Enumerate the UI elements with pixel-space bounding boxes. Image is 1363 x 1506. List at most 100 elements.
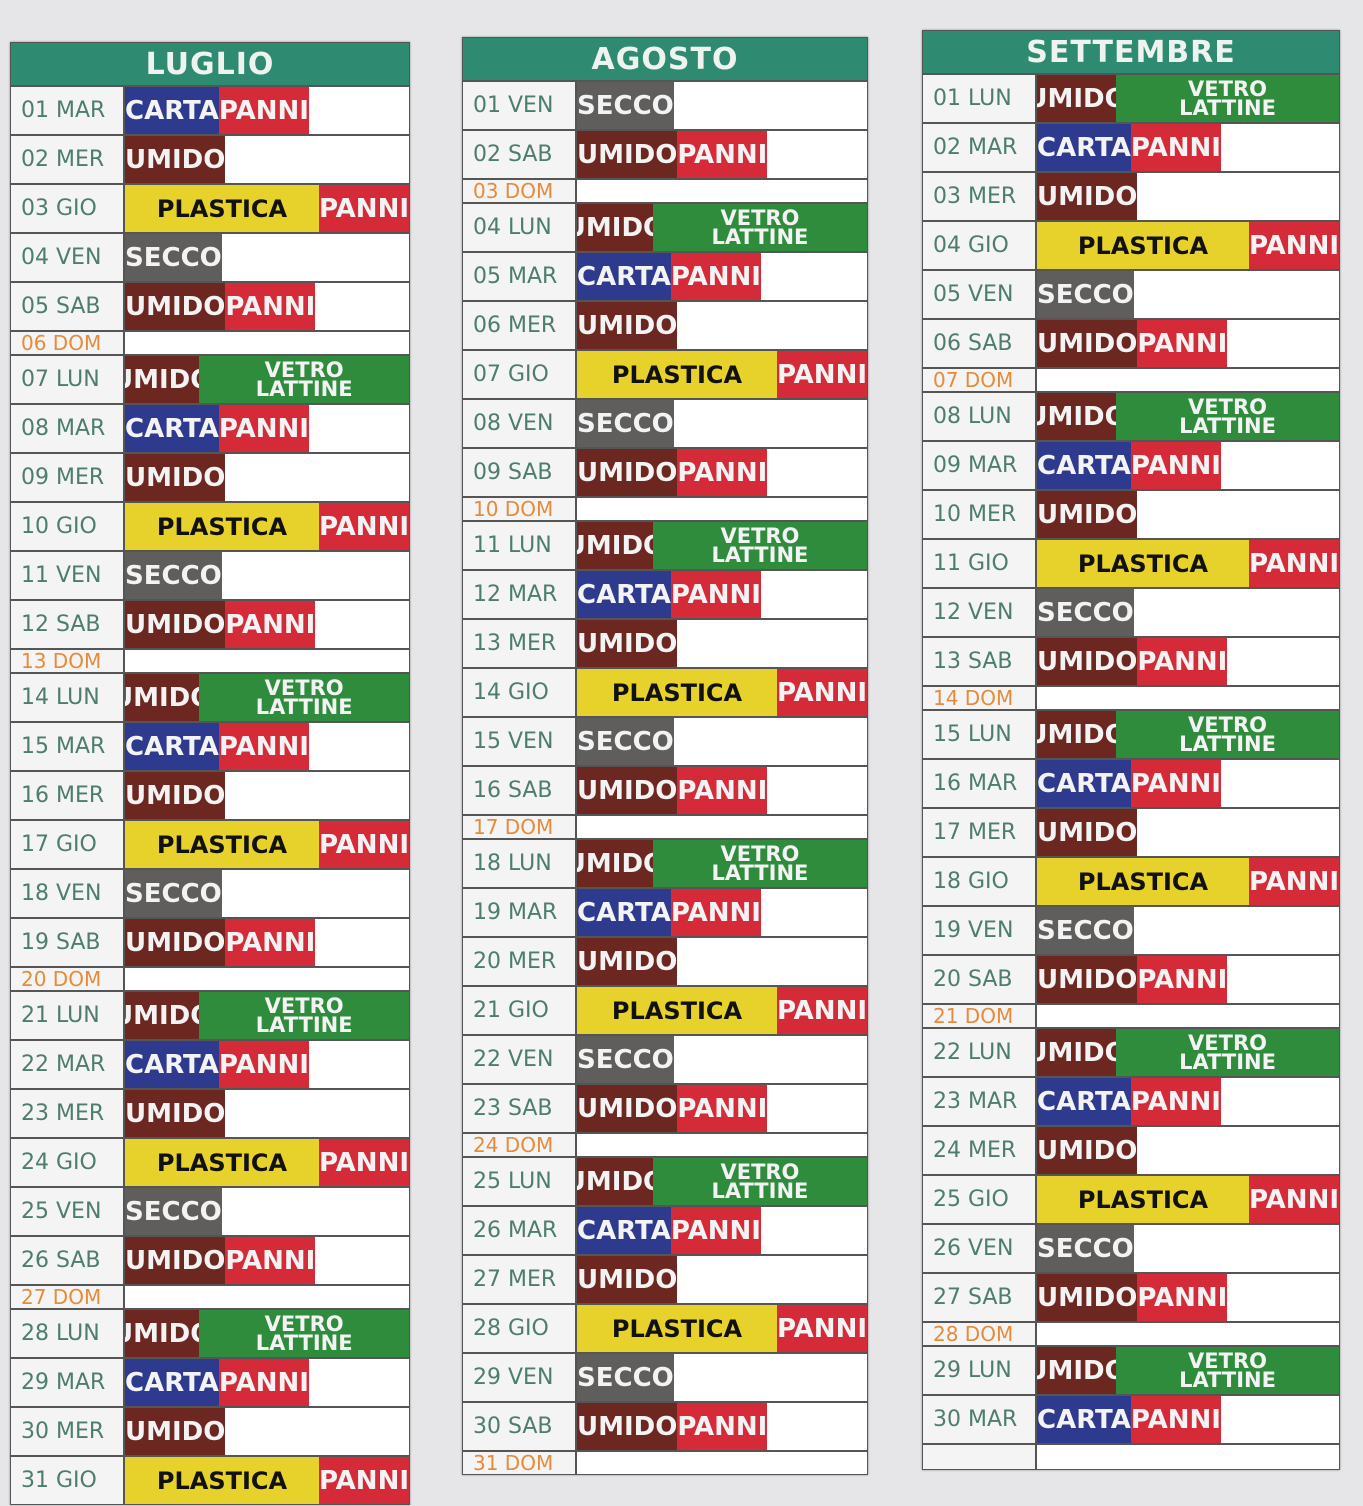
- day-label: 20 DOM: [11, 968, 125, 990]
- day-label: 24 DOM: [463, 1134, 577, 1156]
- calendar-row: 08 LUNUMIDOVETRO LATTINE: [923, 391, 1339, 440]
- collection-items: [1037, 1323, 1339, 1345]
- waste-umido: UMIDO: [1037, 1274, 1138, 1321]
- waste-umido: UMIDO: [1037, 491, 1138, 538]
- calendar-row: 27 SAB UMIDO PANNI: [923, 1272, 1339, 1321]
- collection-items: UMIDO PANNI: [577, 1403, 867, 1450]
- waste-panni: PANNI: [677, 449, 768, 496]
- day-label: 13 SAB: [923, 638, 1037, 685]
- day-label: 07 GIO: [463, 351, 577, 398]
- day-label: 21 DOM: [923, 1005, 1037, 1027]
- collection-items: SECCO: [1037, 271, 1339, 318]
- day-label: 16 MAR: [923, 760, 1037, 807]
- collection-items: CARTA PANNI: [125, 723, 409, 770]
- calendar-row: 08 MAR CARTA PANNI: [11, 403, 409, 452]
- waste-secco: SECCO: [1037, 1225, 1134, 1272]
- collection-items: UMIDO PANNI: [125, 601, 409, 648]
- calendar-row: 25 LUNUMIDOVETRO LATTINE: [463, 1156, 867, 1205]
- calendar-row: 04 VEN SECCO: [11, 232, 409, 281]
- collection-items: UMIDO PANNI: [577, 767, 867, 814]
- collection-items: UMIDO: [577, 620, 867, 667]
- day-label: 09 SAB: [463, 449, 577, 496]
- day-label: 08 VEN: [463, 400, 577, 447]
- calendar-row: 19 MAR CARTA PANNI: [463, 887, 867, 936]
- calendar-row: 13 DOM: [11, 648, 409, 672]
- waste-umido: UMIDO: [1037, 956, 1138, 1003]
- collection-items: UMIDO PANNI: [1037, 1274, 1339, 1321]
- collection-items: UMIDO PANNI: [1037, 638, 1339, 685]
- calendar-row: 03 DOM: [463, 178, 867, 202]
- waste-panni: PANNI: [677, 1403, 768, 1450]
- day-label: 31 DOM: [463, 1452, 577, 1474]
- day-label: 25 VEN: [11, 1188, 125, 1235]
- calendar-row: 25 VEN SECCO: [11, 1186, 409, 1235]
- waste-umido: UMIDO: [1037, 1029, 1117, 1076]
- waste-umido: UMIDO: [1037, 320, 1138, 367]
- calendar-row: 30 MAR CARTA PANNI: [923, 1394, 1339, 1443]
- waste-umido: UMIDO: [1037, 711, 1117, 758]
- waste-carta: CARTA: [577, 571, 671, 618]
- waste-plastica: PLASTICA: [1037, 222, 1250, 269]
- waste-secco: SECCO: [1037, 907, 1134, 954]
- waste-vetro-lattine: VETRO LATTINE: [652, 522, 867, 569]
- waste-panni: PANNI: [777, 1305, 867, 1352]
- waste-vetro-lattine: VETRO LATTINE: [652, 1158, 867, 1205]
- day-label: 16 SAB: [463, 767, 577, 814]
- calendar-row: 01 MAR CARTA PANNI: [11, 85, 409, 134]
- waste-vetro-lattine: VETRO LATTINE: [199, 1310, 409, 1357]
- waste-plastica: PLASTICA: [577, 669, 778, 716]
- waste-plastica: PLASTICA: [125, 1139, 320, 1186]
- waste-umido: UMIDO: [577, 449, 678, 496]
- waste-secco: SECCO: [577, 1354, 674, 1401]
- collection-items: PLASTICA PANNI: [125, 1139, 409, 1186]
- waste-panni: PANNI: [218, 723, 309, 770]
- day-label: 15 MAR: [11, 723, 125, 770]
- day-label: 19 SAB: [11, 919, 125, 966]
- collection-items: SECCO: [577, 82, 867, 129]
- calendar-row: 20 DOM: [11, 966, 409, 990]
- collection-items: SECCO: [1037, 907, 1339, 954]
- day-label: 17 GIO: [11, 821, 125, 868]
- waste-panni: PANNI: [218, 1359, 309, 1406]
- waste-umido: UMIDO: [577, 131, 678, 178]
- day-label: 03 MER: [923, 173, 1037, 220]
- waste-umido: UMIDO: [125, 136, 226, 183]
- waste-umido: UMIDO: [577, 1403, 678, 1450]
- day-label: 08 MAR: [11, 405, 125, 452]
- waste-umido: UMIDO: [125, 1237, 226, 1284]
- waste-secco: SECCO: [125, 234, 222, 281]
- collection-items: [125, 650, 409, 672]
- calendar-row: 29 LUNUMIDOVETRO LATTINE: [923, 1345, 1339, 1394]
- calendar-row: 05 SAB UMIDO PANNI: [11, 281, 409, 330]
- calendar-row: 20 SAB UMIDO PANNI: [923, 954, 1339, 1003]
- calendar-row: 06 MER UMIDO: [463, 300, 867, 349]
- calendar-row: 27 MER UMIDO: [463, 1254, 867, 1303]
- waste-panni: PANNI: [677, 767, 768, 814]
- calendar-row: 18 LUNUMIDOVETRO LATTINE: [463, 838, 867, 887]
- waste-vetro-lattine: VETRO LATTINE: [1116, 75, 1339, 122]
- waste-plastica: PLASTICA: [577, 987, 778, 1034]
- calendar-row: 05 VEN SECCO: [923, 269, 1339, 318]
- waste-umido: UMIDO: [125, 454, 226, 501]
- calendar-row: 16 SAB UMIDO PANNI: [463, 765, 867, 814]
- day-label: 19 MAR: [463, 889, 577, 936]
- collection-items: UMIDOVETRO LATTINE: [1037, 711, 1339, 758]
- calendar-row: 09 MAR CARTA PANNI: [923, 440, 1339, 489]
- waste-panni: PANNI: [225, 919, 316, 966]
- collection-items: [1037, 369, 1339, 391]
- month-title: SETTEMBRE: [923, 31, 1339, 73]
- collection-items: SECCO: [125, 1188, 409, 1235]
- day-label: 29 MAR: [11, 1359, 125, 1406]
- calendar-row: 13 MER UMIDO: [463, 618, 867, 667]
- collection-items: SECCO: [125, 234, 409, 281]
- day-label: 29 LUN: [923, 1347, 1037, 1394]
- day-label: 21 LUN: [11, 992, 125, 1039]
- collection-items: UMIDO: [125, 772, 409, 819]
- waste-carta: CARTA: [1037, 1396, 1131, 1443]
- collection-items: UMIDOVETRO LATTINE: [1037, 1029, 1339, 1076]
- day-label: 15 VEN: [463, 718, 577, 765]
- collection-items: PLASTICA PANNI: [577, 351, 867, 398]
- waste-umido: UMIDO: [577, 522, 653, 569]
- waste-umido: UMIDO: [1037, 173, 1138, 220]
